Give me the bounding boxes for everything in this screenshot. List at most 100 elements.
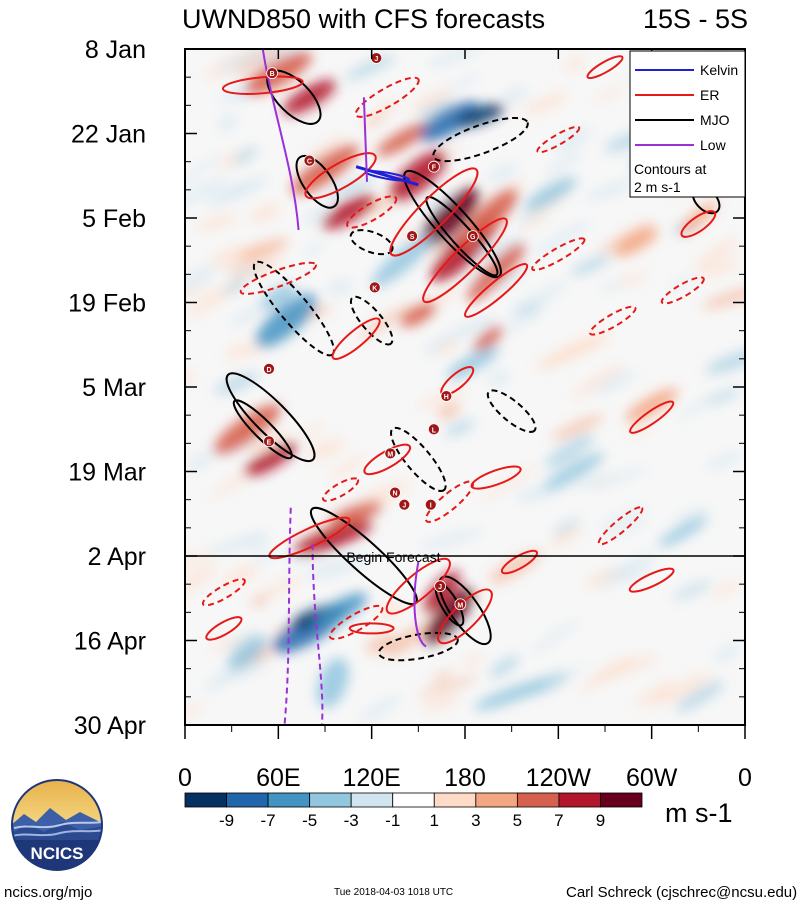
colorbar-swatch: [392, 792, 435, 808]
tc-marker-dot: [368, 281, 381, 294]
anomaly-blob: [194, 214, 239, 231]
wave-contour: [221, 75, 304, 95]
anomaly-blob: [186, 450, 215, 472]
colorbar-swatch: [600, 792, 643, 808]
tc-marker-letter: J: [402, 503, 406, 510]
low-contour: [311, 543, 324, 725]
colorbar-label: -9: [219, 811, 234, 830]
anomaly-blob: [463, 654, 483, 667]
colorbar-swatch: [433, 792, 477, 808]
wave-contour: [346, 195, 398, 229]
anomaly-blob: [431, 671, 454, 682]
wave-contour: [389, 167, 479, 257]
y-tick-label: 2 Apr: [88, 543, 146, 571]
wave-contour: [464, 262, 529, 318]
anomaly-blob: [208, 533, 272, 555]
anomaly-blob: [487, 370, 510, 387]
tc-marker: I: [424, 498, 437, 511]
x-axis: 0 60E 120E 180 120W 60W 0: [178, 49, 752, 792]
colorbar-swatch: [558, 792, 601, 808]
colorbar-swatch: [475, 792, 518, 808]
anomaly-blob: [481, 465, 537, 500]
colorbar-label: 9: [596, 811, 605, 830]
colorbar-label: -3: [344, 811, 359, 830]
tc-marker-letter: M: [387, 451, 393, 458]
anomaly-blob: [564, 55, 586, 72]
anomaly-blob: [185, 285, 209, 299]
tc-marker-dot: [389, 486, 401, 499]
tc-marker: J: [398, 498, 411, 511]
colorbar-swatch: [350, 792, 394, 808]
anomaly-blob: [597, 220, 653, 255]
anomaly-blob: [363, 111, 388, 128]
x-tick-label: 120E: [342, 764, 400, 792]
anomaly-blob: [307, 438, 346, 461]
anomaly-blob: [473, 325, 503, 352]
anomaly-blob: [455, 103, 506, 128]
anomaly-blob: [214, 660, 271, 683]
tc-marker-dot: [370, 52, 383, 64]
anomaly-blob: [568, 474, 605, 488]
anomaly-blob: [510, 281, 567, 318]
tc-marker-letter: G: [470, 234, 476, 241]
colorbar-swatch: [267, 792, 311, 808]
colorbar-swatch: [516, 792, 560, 808]
legend-box: [629, 50, 746, 198]
anomaly-blob: [378, 600, 403, 620]
tc-marker-dot: [384, 447, 397, 460]
anomaly-blob: [699, 260, 741, 278]
anomaly-blob: [260, 284, 297, 309]
tc-marker-letter: E: [267, 439, 272, 446]
anomaly-blob: [501, 85, 528, 105]
anomaly-blob: [314, 593, 368, 628]
anomaly-blob: [552, 127, 593, 152]
wave-contour: [348, 622, 395, 635]
anomaly-blob: [253, 552, 274, 563]
wave-contour: [321, 477, 360, 502]
anomaly-blob: [585, 179, 637, 201]
wave-contour: [328, 604, 384, 640]
anomaly-blob: [704, 388, 741, 405]
anomaly-blob: [417, 675, 479, 698]
anomaly-blob: [652, 673, 712, 706]
anomaly-blob: [520, 213, 547, 230]
anomaly-blob: [676, 396, 713, 421]
anomaly-blob: [232, 146, 258, 165]
anomaly-blob: [537, 333, 611, 369]
anomaly-blob: [329, 455, 366, 481]
anomaly-blob: [614, 227, 659, 257]
y-tick-label: 22 Jan: [71, 121, 146, 149]
x-tick-label: 60W: [626, 764, 678, 792]
wave-contour: [628, 567, 675, 593]
low-contour: [261, 49, 300, 231]
tc-marker-letter: J: [438, 584, 442, 591]
x-tick-label: 60E: [256, 764, 300, 792]
chart-title: UWND850 with CFS forecasts: [182, 4, 545, 34]
tc-marker: S: [406, 230, 419, 243]
tc-marker: M: [384, 447, 397, 460]
wave-contour: [500, 549, 539, 575]
anomaly-blob: [636, 681, 675, 707]
tc-marker-dot: [454, 598, 467, 611]
low-contour: [362, 97, 368, 182]
anomaly-blob: [422, 693, 461, 712]
anomaly-blob: [673, 507, 712, 525]
legend: Kelvin ER MJO Low Contours at 2 m s-1: [629, 50, 746, 198]
wave-contour: [239, 261, 318, 295]
tc-marker-dot: [424, 498, 437, 511]
anomaly-blob: [500, 307, 545, 334]
tc-marker-letter: C: [307, 159, 312, 166]
tc-marker-letter: N: [392, 491, 397, 498]
anomaly-blob: [672, 581, 713, 600]
anomaly-blob: [423, 335, 452, 357]
anomaly-blob: [244, 442, 297, 477]
tc-marker: E: [263, 435, 275, 448]
anomaly-blob: [216, 49, 271, 72]
tc-marker-dot: [266, 67, 279, 80]
anomaly-blob: [544, 434, 595, 469]
anomaly-blob: [321, 194, 375, 230]
tc-marker-dot: [406, 230, 419, 243]
wave-contour: [589, 305, 637, 336]
x-tick-label: 180: [444, 764, 486, 792]
wave-contour: [536, 125, 581, 154]
